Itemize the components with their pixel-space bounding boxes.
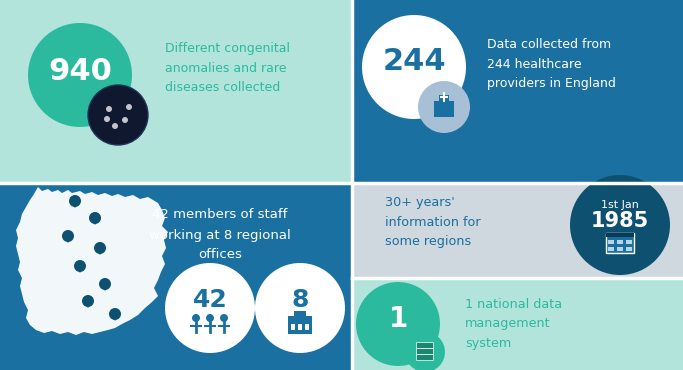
FancyBboxPatch shape xyxy=(606,233,634,253)
FancyBboxPatch shape xyxy=(606,233,634,237)
Circle shape xyxy=(220,314,228,322)
FancyBboxPatch shape xyxy=(439,95,449,101)
Polygon shape xyxy=(71,201,79,208)
FancyBboxPatch shape xyxy=(417,349,434,354)
FancyBboxPatch shape xyxy=(352,0,683,183)
Polygon shape xyxy=(111,314,119,321)
Circle shape xyxy=(74,260,86,272)
Polygon shape xyxy=(84,301,92,308)
FancyBboxPatch shape xyxy=(298,324,302,330)
FancyBboxPatch shape xyxy=(626,240,632,244)
FancyBboxPatch shape xyxy=(436,107,440,112)
FancyBboxPatch shape xyxy=(617,247,623,251)
Circle shape xyxy=(104,116,110,122)
Circle shape xyxy=(94,242,106,254)
Text: 42: 42 xyxy=(193,288,227,312)
FancyBboxPatch shape xyxy=(352,278,683,370)
FancyBboxPatch shape xyxy=(448,107,452,112)
Polygon shape xyxy=(76,266,84,273)
Circle shape xyxy=(99,278,111,290)
Circle shape xyxy=(126,104,132,110)
Text: 30+ years'
information for
some regions: 30+ years' information for some regions xyxy=(385,196,481,248)
FancyBboxPatch shape xyxy=(608,247,614,251)
Circle shape xyxy=(192,314,200,322)
Text: 1st Jan: 1st Jan xyxy=(601,200,639,210)
Polygon shape xyxy=(16,187,168,335)
Circle shape xyxy=(62,230,74,242)
Circle shape xyxy=(206,314,214,322)
Circle shape xyxy=(88,85,148,145)
Circle shape xyxy=(356,282,440,366)
FancyBboxPatch shape xyxy=(417,354,434,360)
Circle shape xyxy=(89,212,101,224)
Text: Different congenital
anomalies and rare
diseases collected: Different congenital anomalies and rare … xyxy=(165,42,290,94)
Text: 244: 244 xyxy=(382,47,446,77)
Text: 1985: 1985 xyxy=(591,211,649,231)
Polygon shape xyxy=(96,248,104,255)
Circle shape xyxy=(112,123,118,129)
Polygon shape xyxy=(64,236,72,243)
Text: 1 national data
management
system: 1 national data management system xyxy=(465,298,562,350)
Circle shape xyxy=(405,332,445,370)
FancyBboxPatch shape xyxy=(617,240,623,244)
FancyBboxPatch shape xyxy=(294,311,306,316)
Text: 1: 1 xyxy=(389,305,408,333)
Circle shape xyxy=(28,23,132,127)
FancyBboxPatch shape xyxy=(305,324,309,330)
FancyBboxPatch shape xyxy=(0,0,352,183)
Circle shape xyxy=(106,106,112,112)
Text: 940: 940 xyxy=(48,57,112,85)
FancyBboxPatch shape xyxy=(442,107,446,112)
Circle shape xyxy=(570,175,670,275)
FancyBboxPatch shape xyxy=(608,240,614,244)
Circle shape xyxy=(362,15,466,119)
FancyBboxPatch shape xyxy=(352,183,683,278)
FancyBboxPatch shape xyxy=(291,324,295,330)
Text: 42 members of staff
working at 8 regional
offices: 42 members of staff working at 8 regiona… xyxy=(149,209,291,262)
FancyBboxPatch shape xyxy=(0,183,352,370)
FancyBboxPatch shape xyxy=(288,316,312,334)
FancyBboxPatch shape xyxy=(434,101,454,117)
Circle shape xyxy=(109,308,121,320)
Circle shape xyxy=(82,295,94,307)
Polygon shape xyxy=(91,218,99,225)
Text: 8: 8 xyxy=(292,288,309,312)
Circle shape xyxy=(69,195,81,207)
FancyBboxPatch shape xyxy=(417,343,434,349)
Polygon shape xyxy=(101,284,109,291)
Circle shape xyxy=(255,263,345,353)
Text: Data collected from
244 healthcare
providers in England: Data collected from 244 healthcare provi… xyxy=(487,38,616,90)
Circle shape xyxy=(418,81,470,133)
FancyBboxPatch shape xyxy=(626,247,632,251)
Circle shape xyxy=(165,263,255,353)
Circle shape xyxy=(122,117,128,123)
